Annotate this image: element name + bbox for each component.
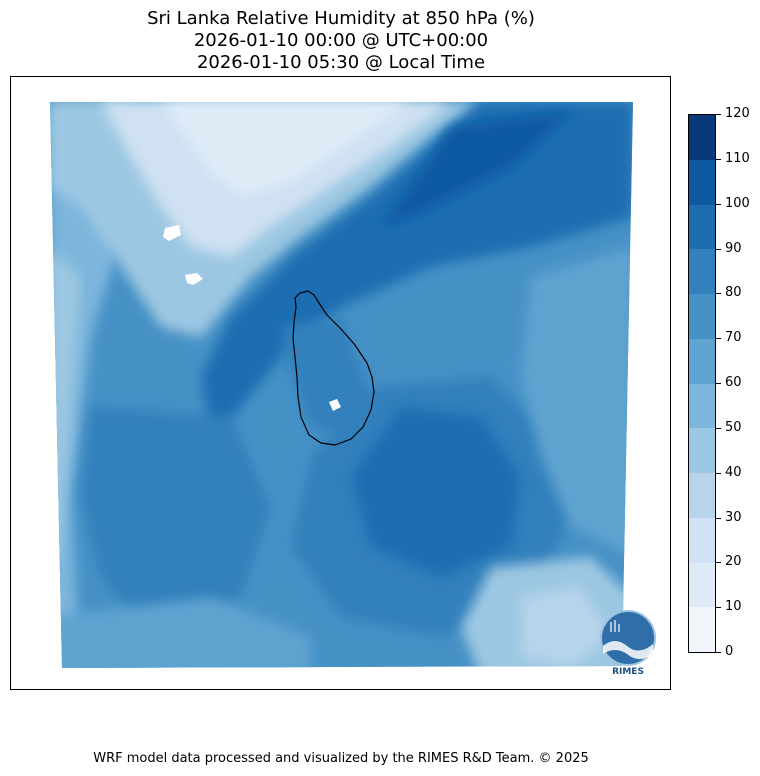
colorbar-segment (689, 472, 715, 518)
title-line-1: Sri Lanka Relative Humidity at 850 hPa (… (147, 8, 535, 29)
colorbar-tick-label: 40 (725, 465, 742, 480)
colorbar-tick (716, 473, 721, 474)
chart-title: Sri Lanka Relative Humidity at 850 hPa (… (10, 8, 672, 74)
colorbar-segment (689, 428, 715, 473)
colorbar-tick-label: 110 (725, 151, 750, 166)
colorbar-tick (716, 114, 721, 115)
colorbar-segment (689, 204, 715, 250)
colorbar-tick (716, 562, 721, 563)
sri-lanka-coastline (292, 290, 375, 446)
colorbar-segment (689, 517, 715, 563)
colorbar-tick-label: 80 (725, 285, 742, 300)
logo-text: RIMES (612, 667, 644, 677)
no-data-patch (185, 273, 203, 285)
colorbar-tick (716, 204, 721, 205)
colorbar-segment (689, 159, 715, 205)
map-panel[interactable] (10, 76, 671, 690)
colorbar-segment (689, 338, 715, 384)
colorbar-tick-label: 120 (725, 106, 750, 121)
colorbar-segment (689, 607, 715, 652)
colorbar-tick (716, 159, 721, 160)
colorbar-tick-label: 10 (725, 599, 742, 614)
title-line-3: 2026-01-10 05:30 @ Local Time (196, 52, 486, 73)
colorbar-tick (716, 293, 721, 294)
colorbar-tick-label: 0 (725, 644, 734, 659)
colorbar (688, 114, 716, 653)
no-data-patch (163, 225, 181, 241)
colorbar-tick-label: 100 (725, 196, 750, 211)
colorbar-tick (716, 249, 721, 250)
colorbar-tick (716, 518, 721, 519)
colorbar-tick-label: 60 (725, 375, 742, 390)
colorbar-tick-label: 90 (725, 241, 742, 256)
colorbar-tick-label: 30 (725, 510, 742, 525)
colorbar-tick (716, 383, 721, 384)
rimes-logo: RIMES (600, 610, 656, 677)
colorbar-tick-label: 50 (725, 420, 742, 435)
colorbar-tick (716, 607, 721, 608)
colorbar-tick (716, 338, 721, 339)
colorbar-tick-label: 20 (725, 554, 742, 569)
colorbar-tick (716, 652, 721, 653)
colorbar-tick-label: 70 (725, 330, 742, 345)
no-data-patch (329, 399, 341, 411)
colorbar-segment (689, 114, 715, 160)
title-line-2: 2026-01-10 00:00 @ UTC+00:00 (193, 30, 489, 51)
humidity-field (50, 102, 633, 668)
humidity-contours (50, 102, 633, 668)
colorbar-segment (689, 249, 715, 294)
footer-credit: WRF model data processed and visualized … (93, 751, 589, 766)
colorbar-segment (689, 562, 715, 608)
colorbar-tick (716, 428, 721, 429)
colorbar-segment (689, 383, 715, 429)
colorbar-segment (689, 293, 715, 339)
